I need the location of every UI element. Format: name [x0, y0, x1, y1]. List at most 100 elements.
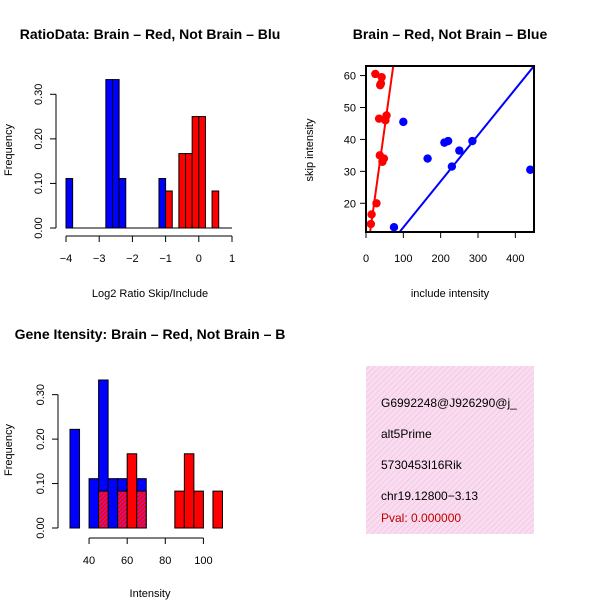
- intensity-x-label: Intensity: [130, 588, 171, 600]
- ratio-bar-brain: [178, 153, 187, 229]
- scatter-point-brain: [382, 111, 391, 120]
- fit-line-brain: [369, 65, 395, 233]
- info-panel-background: [366, 366, 534, 534]
- scatter-x-axis: 0 100 200 300 400: [363, 232, 525, 265]
- p-value: Pval: 0.000000: [381, 511, 461, 525]
- scatter-y-axis: 20 30 40 50 60: [344, 71, 366, 210]
- intensity-bar-brain: [174, 490, 185, 529]
- scatter-points: [366, 69, 535, 232]
- intensity-bar-not-brain: [88, 478, 100, 529]
- intensity-y-label: Frequency: [3, 424, 15, 476]
- ratio-bar-brain: [165, 190, 173, 229]
- scatter-x-tick-label: 0: [363, 253, 369, 265]
- gene-name: 5730453I16Rik: [381, 458, 463, 472]
- intensity-x-tick-label: 100: [194, 555, 212, 567]
- scatter-point-not-brain: [455, 146, 464, 155]
- scatter-point-not-brain: [423, 154, 432, 163]
- ratio-bar-brain: [191, 116, 200, 229]
- scatter-point-brain: [371, 69, 380, 79]
- ratio-bars: [65, 79, 220, 229]
- ratio-bar-not-brain: [111, 79, 120, 229]
- ratio-x-tick-label: 0: [196, 253, 202, 265]
- intensity-bar-brain: [183, 453, 195, 529]
- fit-line-not-brain: [398, 65, 535, 233]
- scatter-fit-lines: [369, 65, 535, 233]
- scatter-point-not-brain: [399, 117, 408, 127]
- scatter-y-tick-label: 50: [344, 103, 356, 115]
- intensity-x-axis: 40 60 80 100: [83, 537, 213, 567]
- scatter-y-tick-label: 40: [344, 134, 356, 146]
- scatter-x-tick-label: 100: [394, 253, 412, 265]
- intensity-bar-not-brain: [69, 428, 81, 529]
- ratio-x-tick-label: −4: [60, 253, 73, 265]
- intensity-bars: [69, 379, 223, 529]
- genomic-location: chr19.12800−3.13: [381, 489, 478, 503]
- intensity-bar-not-brain: [107, 478, 119, 529]
- ratio-bar-brain: [211, 190, 220, 229]
- ratio-x-tick-label: −3: [93, 253, 106, 265]
- intensity-bar-brain: [126, 453, 138, 529]
- ratio-bar-not-brain: [105, 79, 113, 229]
- event-id: G6992248@J926290@j_: [381, 396, 517, 410]
- ratio-bar-brain: [185, 153, 193, 229]
- ratio-bar-not-brain: [118, 178, 127, 229]
- ratio-y-tick-label: 0.30: [33, 84, 45, 105]
- ratio-y-tick-label: 0.00: [33, 217, 45, 238]
- scatter-point-brain: [374, 114, 384, 123]
- scatter-point-brain: [379, 154, 389, 163]
- ratio-x-tick-label: −2: [126, 253, 139, 265]
- scatter-frame: [365, 65, 535, 233]
- scatter-point-not-brain: [447, 162, 457, 171]
- intensity-y-tick-label: 0.30: [35, 384, 47, 405]
- event-type: alt5Prime: [381, 427, 432, 441]
- scatter-y-label: skip intensity: [304, 118, 316, 181]
- scatter-point-not-brain: [526, 165, 535, 174]
- ratio-x-label: Log2 Ratio Skip/Include: [92, 288, 208, 300]
- scatter-point-brain: [372, 199, 381, 208]
- scatter-point-brain: [377, 72, 386, 82]
- scatter-y-tick-label: 60: [344, 71, 356, 83]
- ratio-y-tick-label: 0.10: [33, 173, 45, 194]
- intensity-bar-brain: [193, 490, 204, 529]
- ratio-x-tick-label: −1: [159, 253, 172, 265]
- ratio-bar-not-brain: [158, 178, 167, 229]
- scatter-x-tick-label: 300: [469, 253, 487, 265]
- intensity-histogram: Gene Itensity: Brain – Red, Not Brain – …: [3, 326, 285, 600]
- scatter-point-brain: [367, 210, 376, 219]
- ratio-y-axis: 0.00 0.10 0.20 0.30: [33, 84, 57, 239]
- intensity-x-tick-label: 80: [159, 555, 171, 567]
- scatter-x-label: include intensity: [411, 288, 490, 300]
- scatter-point-brain: [366, 219, 376, 229]
- intensity-x-tick-label: 60: [121, 555, 133, 567]
- ratio-histogram: RatioData: Brain – Red, Not Brain – Blu …: [3, 26, 280, 300]
- scatter-point-not-brain: [389, 223, 399, 232]
- intensity-y-axis: 0.00 0.10 0.20 0.30: [35, 384, 59, 539]
- scatter-x-tick-label: 400: [506, 253, 524, 265]
- scatter-y-tick-label: 20: [344, 198, 356, 210]
- ratio-x-tick-label: 1: [229, 253, 235, 265]
- scatter-point-brain: [376, 79, 386, 88]
- intensity-bar-overlap: [98, 490, 109, 529]
- intensity-y-tick-label: 0.00: [35, 517, 47, 538]
- intensity-y-tick-label: 0.10: [35, 473, 47, 494]
- ratio-bar-not-brain: [65, 178, 74, 229]
- intensity-bar-overlap: [117, 490, 128, 529]
- intensity-bar-overlap: [136, 490, 147, 529]
- scatter-y-tick-label: 30: [344, 166, 356, 178]
- ratio-bar-brain: [198, 116, 206, 229]
- intensity-y-tick-label: 0.20: [35, 428, 47, 449]
- scatter-point-not-brain: [443, 136, 453, 146]
- intensity-title: Gene Itensity: Brain – Red, Not Brain – …: [15, 326, 286, 342]
- scatter-point-not-brain: [468, 136, 477, 146]
- ratio-title: RatioData: Brain – Red, Not Brain – Blu: [20, 26, 281, 42]
- scatter-title: Brain – Red, Not Brain – Blue: [353, 26, 548, 42]
- info-panel: G6992248@J926290@j_ alt5Prime 5730453I16…: [366, 366, 534, 534]
- ratio-y-label: Frequency: [3, 124, 15, 176]
- scatter-plot: Brain – Red, Not Brain – Blue 0 100 200 300…: [304, 26, 547, 300]
- intensity-x-tick-label: 40: [83, 555, 95, 567]
- intensity-bar-brain: [212, 490, 223, 529]
- scatter-x-tick-label: 200: [431, 253, 449, 265]
- ratio-y-tick-label: 0.20: [33, 128, 45, 149]
- ratio-x-axis: −4 −3 −2 −1 0 1: [60, 235, 235, 265]
